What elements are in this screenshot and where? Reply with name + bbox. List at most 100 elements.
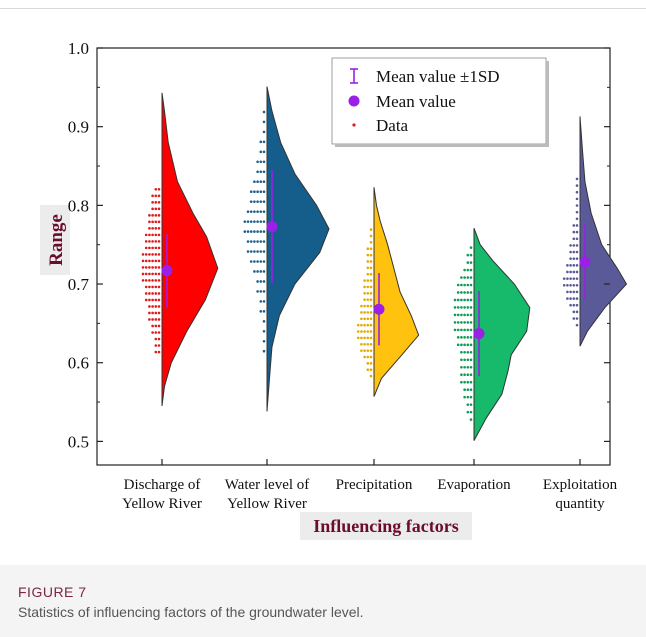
data-point <box>262 339 266 343</box>
data-point <box>356 336 360 340</box>
data-point <box>575 210 579 214</box>
data-point <box>463 283 466 287</box>
data-point <box>460 313 463 317</box>
data-point <box>154 207 158 211</box>
data-point <box>151 279 154 282</box>
data-point <box>144 240 148 243</box>
data-point <box>453 321 457 324</box>
x-tick-label: quantity <box>555 496 605 512</box>
data-point <box>259 220 263 223</box>
legend-mean-icon <box>348 95 360 107</box>
data-point <box>154 318 158 321</box>
data-point <box>466 373 470 377</box>
data-point <box>148 240 151 243</box>
data-point <box>466 321 470 324</box>
data-point <box>148 253 151 256</box>
data-point <box>466 388 470 391</box>
data-point <box>262 180 266 184</box>
data-point <box>366 330 370 333</box>
data-point <box>157 344 161 347</box>
data-point <box>141 279 145 282</box>
data-point <box>463 365 466 369</box>
data-point <box>456 343 460 347</box>
data-point <box>469 350 473 354</box>
y-tick-label: 0.7 <box>68 275 90 294</box>
data-point <box>256 180 259 184</box>
data-point <box>243 220 247 223</box>
data-point <box>363 336 366 340</box>
data-point <box>157 188 161 191</box>
data-point <box>453 328 457 332</box>
data-point <box>466 395 470 399</box>
data-point <box>151 220 154 224</box>
data-point <box>460 291 463 294</box>
data-point <box>463 291 466 294</box>
data-point <box>151 246 154 250</box>
data-point <box>366 260 370 263</box>
data-point <box>469 395 473 399</box>
data-point <box>466 268 470 272</box>
data-point <box>366 342 370 346</box>
x-tick-label: Evaporation <box>437 477 511 493</box>
data-point <box>259 200 263 203</box>
data-point <box>154 246 158 250</box>
violin-chart: 0.5 0.6 0.7 0.8 0.9 1.0 Discharge of Yellow Ri… <box>46 39 628 536</box>
data-point <box>460 321 463 324</box>
violin-body <box>373 187 420 397</box>
data-point <box>456 291 460 294</box>
data-point <box>259 170 263 174</box>
data-point <box>256 220 259 223</box>
data-point <box>243 230 247 233</box>
data-point <box>154 194 158 198</box>
legend-shadow-bottom <box>335 144 549 147</box>
data-point <box>363 311 366 314</box>
data-point <box>466 358 470 362</box>
data-point <box>363 298 366 301</box>
x-axis-ticks: Discharge of Yellow River Water level of Ye… <box>122 459 618 512</box>
data-point <box>363 355 366 359</box>
data-point <box>460 343 463 347</box>
data-point <box>151 227 154 230</box>
data-point <box>569 303 572 307</box>
data-point <box>262 280 266 283</box>
data-point <box>466 291 470 294</box>
data-point <box>562 283 566 287</box>
data-point <box>466 328 470 332</box>
data-point <box>259 240 263 243</box>
data-point <box>360 317 363 321</box>
violin-2 <box>243 86 330 412</box>
data-point <box>369 266 373 270</box>
legend-label: Mean value ±1SD <box>376 67 500 86</box>
x-tick-label: Yellow River <box>227 496 307 512</box>
data-point <box>262 160 266 164</box>
data-point <box>575 250 579 254</box>
data-point <box>253 270 256 273</box>
data-point <box>363 291 366 295</box>
data-point <box>366 355 370 359</box>
data-point <box>463 268 466 272</box>
data-point <box>569 250 572 254</box>
data-point <box>469 321 473 324</box>
figure-label: FIGURE 7 <box>18 584 87 600</box>
data-point <box>144 233 148 237</box>
data-point <box>469 380 473 384</box>
data-point <box>154 331 158 334</box>
data-point <box>151 259 154 263</box>
data-point <box>151 214 154 217</box>
data-point <box>566 283 569 287</box>
x-tick-label: Precipitation <box>336 477 413 493</box>
data-point <box>246 220 250 223</box>
data-point <box>157 298 161 302</box>
data-point <box>460 365 463 369</box>
data-point <box>249 210 253 213</box>
data-point <box>157 214 161 217</box>
data-point <box>366 247 370 251</box>
data-point <box>469 403 473 406</box>
data-point <box>469 306 473 309</box>
data-point <box>575 297 579 300</box>
data-point <box>253 240 256 243</box>
data-point <box>157 272 161 276</box>
data-point <box>256 240 259 243</box>
data-point <box>460 380 463 384</box>
x-tick-label: Water level of <box>225 477 310 493</box>
